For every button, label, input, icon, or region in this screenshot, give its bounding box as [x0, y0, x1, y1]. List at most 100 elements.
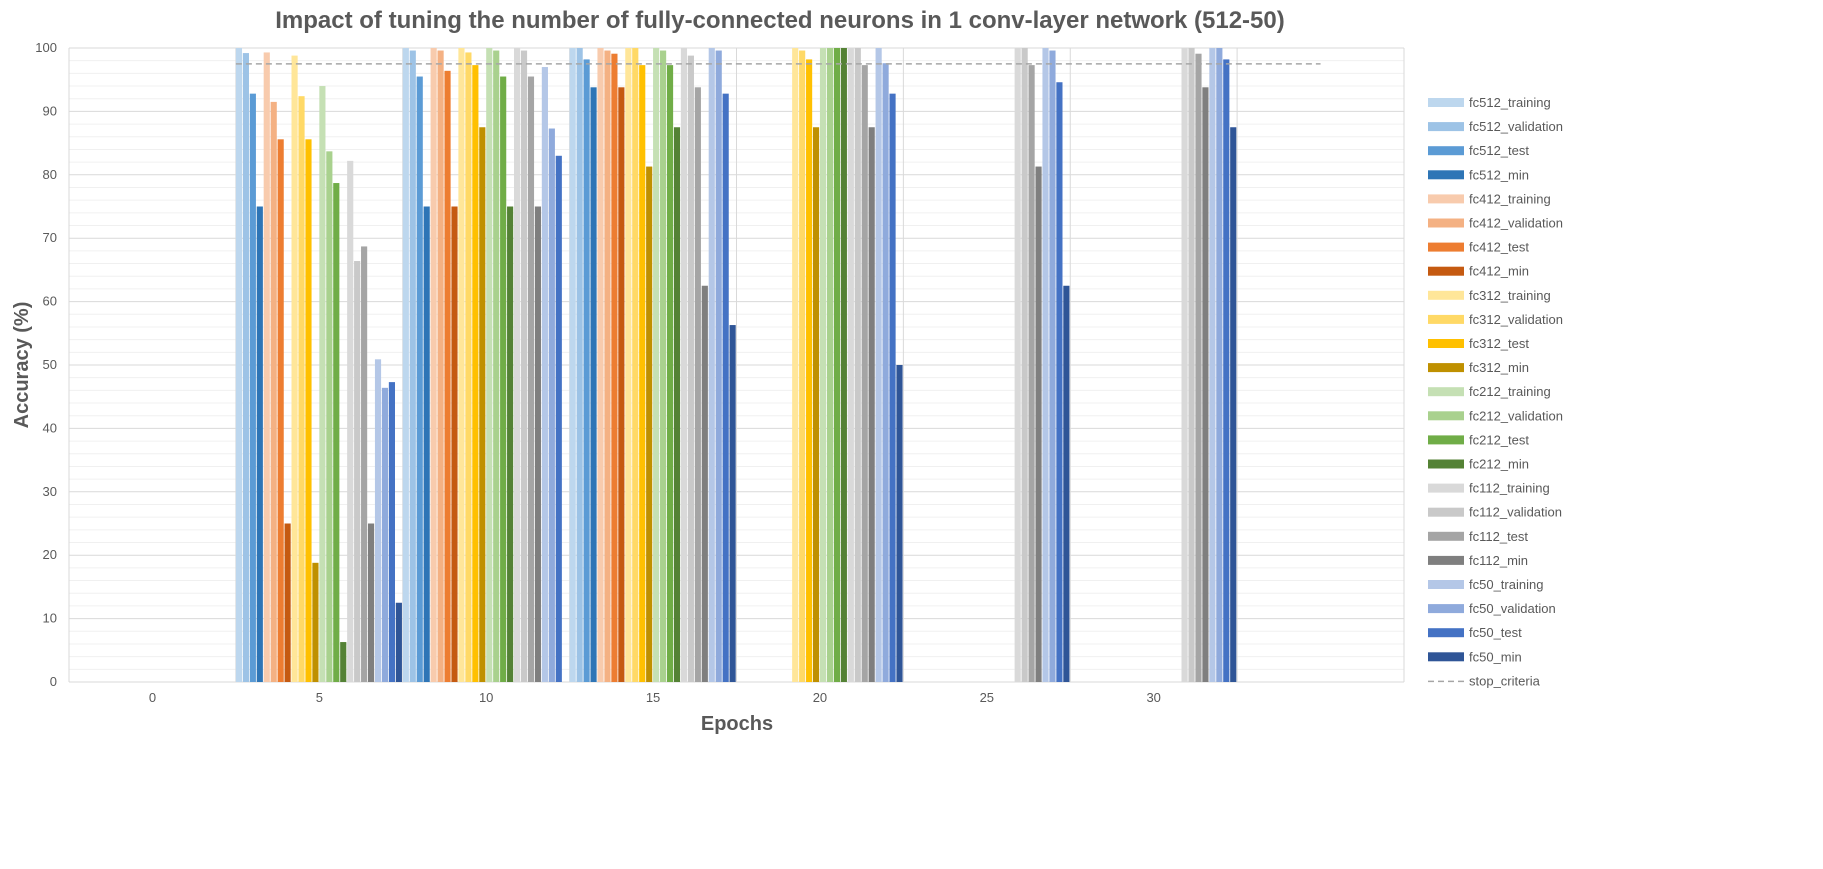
bar-fc50_training-25 [1042, 48, 1049, 682]
bar-fc512_min-10 [423, 206, 430, 682]
legend-swatch-fc212_validation [1428, 411, 1464, 421]
y-tick-label: 70 [43, 230, 57, 245]
bar-fc50_training-5 [374, 359, 382, 682]
bar-fc312_training-10 [458, 48, 465, 682]
legend: fc512_training fc512_validation fc512_test… [1428, 95, 1563, 688]
legend-label-fc312_min: fc312_min [1469, 360, 1529, 375]
legend-label-fc212_test: fc212_test [1469, 432, 1529, 447]
legend-label-fc512_validation: fc512_validation [1469, 119, 1563, 134]
legend-label-fc212_validation: fc212_validation [1469, 408, 1563, 423]
legend-swatch-fc512_validation [1428, 122, 1464, 132]
bar-fc50_test-20 [889, 93, 896, 682]
bar-fc312_validation-5 [298, 96, 305, 682]
bar-fc112_min-30 [1202, 87, 1209, 683]
legend-label-fc512_min: fc512_min [1469, 167, 1529, 182]
bar-fc312_training-5 [291, 55, 298, 682]
legend-swatch-fc212_test [1428, 435, 1464, 445]
bar-fc312_test-5 [305, 139, 312, 682]
x-tick-label: 10 [479, 690, 493, 705]
x-tick-label: 30 [1146, 690, 1160, 705]
bar-fc112_validation-20 [854, 48, 861, 682]
legend-label-fc112_validation: fc112_validation [1469, 505, 1562, 520]
bar-fc112_training-15 [680, 48, 688, 682]
legend-swatch-fc312_test [1428, 339, 1464, 348]
x-tick-label: 15 [646, 690, 660, 705]
legend-swatch-fc50_validation [1428, 604, 1464, 614]
bar-fc312_test-15 [639, 65, 646, 683]
bar-fc50_validation-20 [882, 63, 889, 682]
legend-label-fc50_test: fc50_test [1469, 625, 1522, 640]
legend-swatch-fc112_validation [1428, 507, 1464, 517]
legend-swatch-fc50_min [1428, 652, 1464, 662]
bar-fc212_test-15 [666, 65, 674, 683]
bar-fc112_training-20 [847, 48, 854, 682]
bar-fc512_min-5 [256, 206, 263, 682]
bar-fc50_test-10 [555, 155, 562, 682]
legend-swatch-fc112_test [1428, 531, 1464, 541]
bar-fc312_min-10 [479, 127, 486, 682]
bar-fc212_validation-15 [660, 50, 667, 682]
legend-label-fc412_training: fc412_training [1469, 191, 1551, 206]
legend-label-fc212_training: fc212_training [1469, 384, 1551, 399]
legend-swatch-fc412_test [1428, 242, 1464, 252]
chart-title: Impact of tuning the number of fully-con… [275, 7, 1284, 34]
bar-fc412_min-15 [618, 87, 625, 683]
bar-fc112_min-20 [868, 127, 875, 682]
bar-fc312_test-10 [472, 65, 479, 683]
bar-fc50_validation-5 [381, 387, 389, 682]
legend-swatch-fc112_training [1428, 483, 1464, 493]
bar-fc412_min-10 [451, 206, 458, 682]
bar-fc112_training-30 [1181, 48, 1188, 682]
bar-fc212_min-10 [507, 206, 514, 682]
bar-fc512_training-5 [235, 48, 243, 682]
legend-label-fc312_test: fc312_test [1469, 336, 1529, 351]
x-tick-label: 25 [980, 690, 994, 705]
bar-fc212_training-15 [653, 48, 660, 682]
y-tick-label: 100 [35, 40, 57, 55]
legend-label-fc112_training: fc112_training [1469, 481, 1550, 496]
bar-fc50_training-10 [541, 67, 548, 682]
legend-label-fc412_min: fc412_min [1469, 264, 1529, 279]
bar-fc212_test-20 [833, 48, 840, 682]
bar-fc512_validation-15 [576, 48, 583, 682]
legend-swatch-fc312_min [1428, 363, 1464, 373]
bar-fc50_training-15 [708, 48, 715, 682]
bar-fc50_test-5 [388, 382, 395, 682]
bar-fc212_test-5 [333, 183, 340, 683]
bar-fc50_validation-10 [548, 128, 555, 682]
bar-fc512_training-15 [569, 48, 576, 682]
y-tick-label: 40 [43, 420, 57, 435]
bar-fc112_validation-30 [1188, 48, 1195, 682]
bar-fc50_test-30 [1223, 59, 1230, 683]
bar-fc212_validation-5 [326, 151, 333, 683]
legend-label-fc112_test: fc112_test [1469, 529, 1528, 544]
bar-fc112_min-10 [534, 206, 542, 682]
bars [235, 48, 1237, 683]
bar-fc312_validation-20 [799, 50, 806, 682]
legend-swatch-fc412_min [1428, 266, 1464, 276]
bar-fc212_min-5 [340, 642, 347, 682]
bar-fc312_min-20 [812, 127, 820, 682]
x-tick-label: 20 [813, 690, 827, 705]
bar-fc50_training-30 [1209, 48, 1216, 682]
bar-fc112_test-30 [1195, 53, 1202, 683]
legend-swatch-fc212_min [1428, 459, 1464, 469]
bar-fc112_test-5 [361, 246, 368, 682]
bar-fc50_test-15 [722, 93, 729, 682]
bar-fc312_training-15 [625, 48, 632, 682]
bar-fc50_min-20 [896, 365, 903, 682]
bar-fc512_min-15 [590, 87, 597, 683]
bar-fc212_training-10 [486, 48, 493, 682]
legend-swatch-fc312_validation [1428, 314, 1464, 324]
bar-fc112_validation-25 [1021, 48, 1028, 682]
bar-fc50_validation-25 [1049, 50, 1056, 682]
bar-fc212_min-20 [840, 48, 847, 682]
legend-label-fc412_validation: fc412_validation [1469, 216, 1563, 231]
y-tick-label: 30 [43, 484, 57, 499]
bar-fc50_min-5 [395, 602, 402, 682]
bar-fc512_training-10 [402, 48, 409, 682]
bar-fc50_validation-15 [715, 50, 722, 682]
legend-swatch-fc112_min [1428, 555, 1464, 565]
legend-swatch-fc512_test [1428, 146, 1464, 156]
